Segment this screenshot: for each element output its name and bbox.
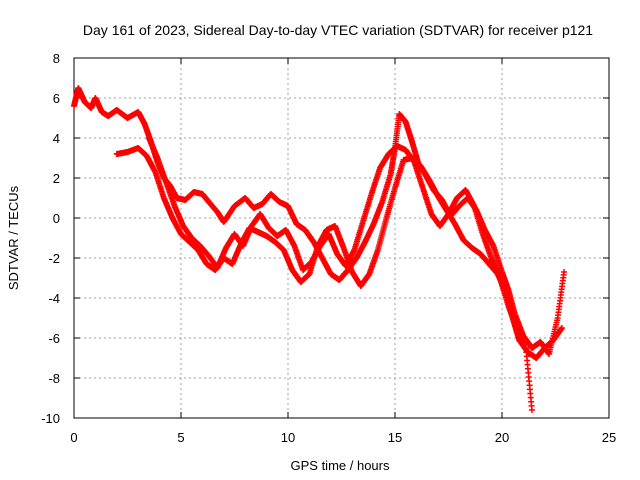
y-tick-label: 4	[53, 131, 60, 146]
chart-title: Day 161 of 2023, Sidereal Day-to-day VTE…	[83, 22, 593, 38]
x-tick-label: 25	[602, 430, 616, 445]
y-tick-label: 6	[53, 91, 60, 106]
x-tick-label: 5	[177, 430, 184, 445]
y-tick-label: -4	[48, 291, 60, 306]
y-axis-label: SDTVAR / TECUs	[6, 185, 21, 290]
x-tick-label: 20	[495, 430, 509, 445]
data-point	[528, 407, 535, 413]
data-points	[71, 85, 568, 413]
data-point	[558, 325, 565, 331]
plot-frame	[73, 57, 610, 419]
y-tick-label: -8	[48, 371, 60, 386]
y-tick-label: 8	[53, 51, 60, 66]
x-axis-label: GPS time / hours	[291, 458, 390, 473]
series-track-a	[71, 85, 568, 357]
y-tick-label: -2	[48, 251, 60, 266]
y-tick-label: 2	[53, 171, 60, 186]
x-tick-label: 10	[281, 430, 295, 445]
y-tick-label: 0	[53, 211, 60, 226]
x-tick-label: 15	[388, 430, 402, 445]
y-tick-label: -10	[41, 411, 60, 426]
tick-labels: 0 5 10 15 20 25 -10 -8 -6 -4 -2 0 2 4 6 8	[41, 51, 616, 445]
y-tick-label: -6	[48, 331, 60, 346]
series-track-c	[145, 135, 535, 413]
x-tick-label: 0	[70, 430, 77, 445]
data-point	[561, 269, 568, 275]
